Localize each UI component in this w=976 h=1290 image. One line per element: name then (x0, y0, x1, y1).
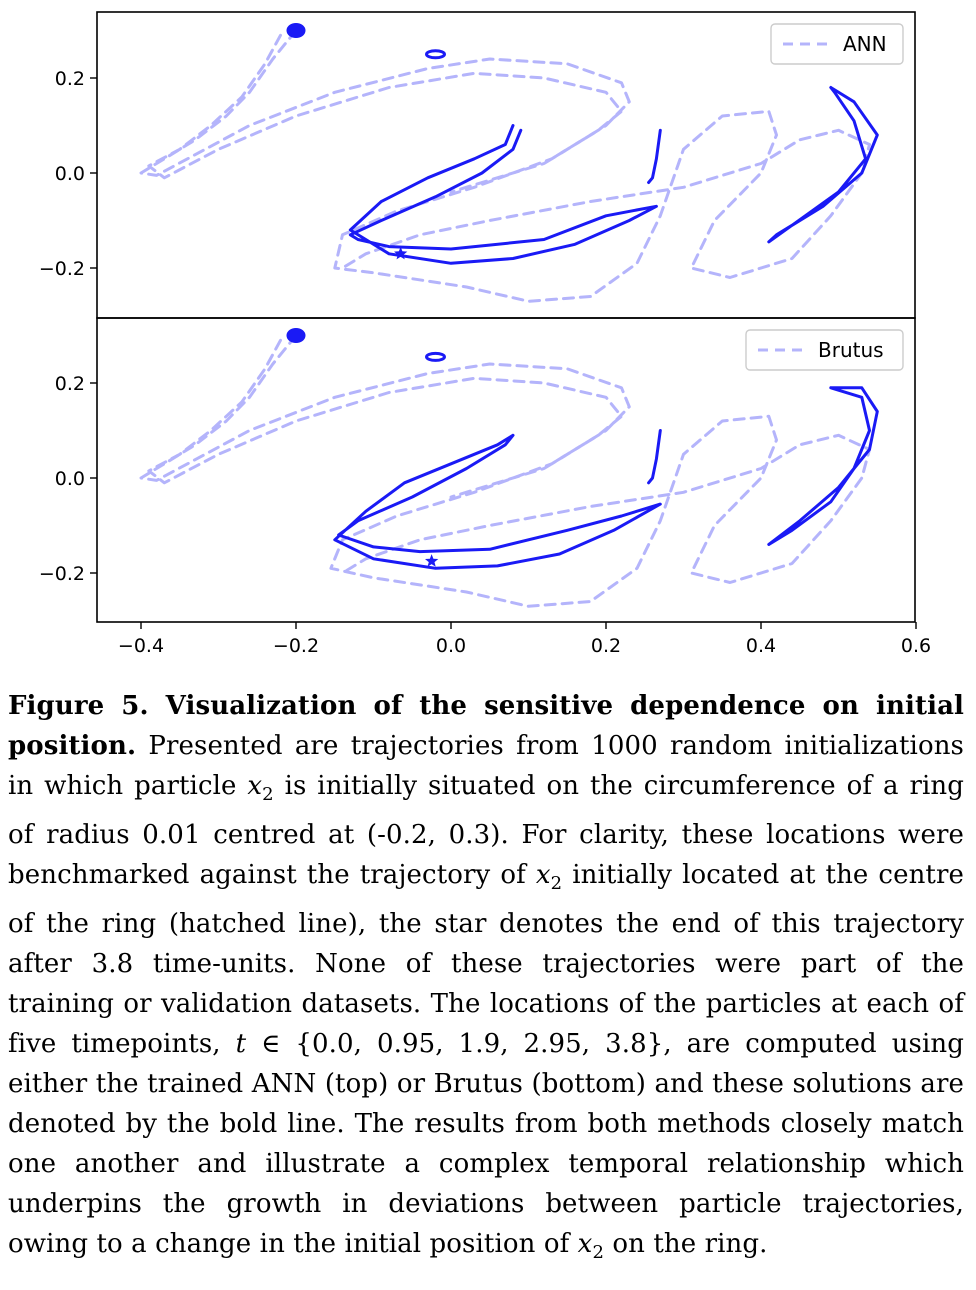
xtick-label: 0.2 (591, 635, 621, 657)
axes-frame-bottom (96, 317, 916, 623)
xtick-label: −0.2 (273, 635, 319, 657)
xtick-label: 0.4 (746, 635, 776, 657)
xtick-label: −0.4 (118, 635, 164, 657)
ensemble-trajectory-top-4 (767, 86, 879, 244)
xtick-label: 0.0 (436, 635, 466, 657)
legend-label: Brutus (818, 338, 884, 362)
figure-svg: −0.2 0.0 0.2 ANN −0.2 0.0 0.2 −0.4 −0.2 0.0 0.2 0.4… (39, 11, 931, 657)
caption-body: Presented are trajectories from 1000 ran… (8, 731, 964, 1264)
caption-text: initially located at the centre of the r… (8, 860, 964, 1060)
caption-text: on the ring. (604, 1229, 768, 1260)
reference-trajectory-bottom-0 (139, 334, 871, 608)
figure-plot: −0.2 0.0 0.2 ANN −0.2 0.0 0.2 −0.4 −0.2 0.0 0.2 0.4… (39, 11, 931, 657)
ensemble-trajectory-bottom-2 (333, 433, 662, 570)
reference-trajectory-bottom-1 (147, 338, 623, 499)
ensemble-trajectory-top-3 (647, 128, 662, 184)
ytick-label: 0.0 (55, 163, 85, 185)
caption-math: x2 (535, 860, 563, 895)
ensemble-trajectory-top-2 (348, 124, 658, 265)
initial-ring-marker (286, 328, 306, 343)
ytick-label: 0.2 (55, 68, 85, 90)
ytick-label: 0.0 (55, 468, 85, 490)
legend-box-top (770, 23, 904, 65)
reference-trajectory-top-0 (139, 29, 871, 303)
caption-text: ∈ {0.0, 0.95, 1.9, 2.95, 3.8}, are compu… (8, 1029, 964, 1260)
initial-ring-marker (425, 351, 446, 362)
initial-ring-marker (286, 23, 306, 38)
reference-trajectory-top-1 (147, 33, 623, 194)
trajectory-end-star (394, 246, 408, 260)
caption-text: Presented are trajectories from 1000 ran… (8, 731, 964, 801)
legend-box-bottom (745, 329, 904, 371)
caption-text: is initially situated on the circumferen… (8, 771, 964, 891)
caption-math: x2 (247, 771, 274, 806)
ytick-label: −0.2 (39, 563, 85, 585)
initial-ring-marker (425, 49, 446, 60)
ensemble-trajectory-bottom-3 (647, 429, 662, 485)
xtick-label: 0.6 (901, 635, 931, 657)
caption-math: x2 (577, 1229, 604, 1264)
ytick-label: 0.2 (55, 373, 85, 395)
caption-math: t (235, 1029, 247, 1060)
ensemble-trajectory-bottom-4 (767, 386, 879, 546)
legend-label: ANN (843, 32, 887, 56)
figure-caption: Figure 5. Visualization of the sensitive… (8, 686, 964, 1274)
trajectory-end-star (425, 554, 439, 567)
ytick-label: −0.2 (39, 258, 85, 280)
caption-title: Figure 5. Visualization of the sensitive… (8, 691, 964, 761)
